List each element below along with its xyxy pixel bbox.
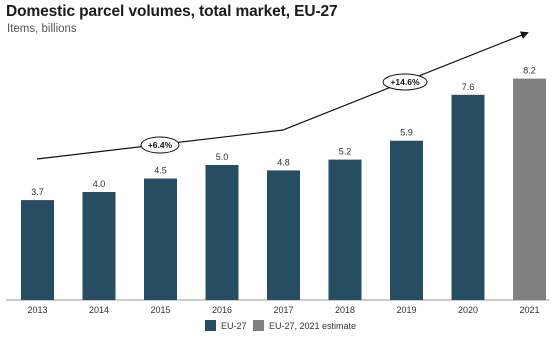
bar-2013 xyxy=(21,200,54,300)
growth-badge-2 xyxy=(382,73,428,91)
chart-title: Domestic parcel volumes, total market, E… xyxy=(6,3,338,20)
x-tick-2016: 2016 xyxy=(212,305,232,315)
growth-badge-1 xyxy=(140,136,180,154)
x-tick-2014: 2014 xyxy=(89,305,109,315)
bar-2017 xyxy=(267,170,300,300)
data-label-2017: 4.8 xyxy=(277,157,290,167)
data-label-2013: 3.7 xyxy=(31,187,44,197)
bar-2016 xyxy=(205,165,239,300)
legend-eu27-estimate-label: EU-27, 2021 estimate xyxy=(269,321,356,331)
growth-label-2: +14.6% xyxy=(390,77,420,87)
bar-2021 xyxy=(513,78,546,300)
data-label-2015: 4.5 xyxy=(154,166,167,176)
growth-label-1: +6.4% xyxy=(148,140,173,150)
legend-eu27-label: EU-27 xyxy=(221,321,247,331)
bar-2019 xyxy=(390,140,423,300)
x-tick-2021: 2021 xyxy=(519,305,539,315)
chart-subtitle: Items, billions xyxy=(7,23,77,35)
bar-2020 xyxy=(451,94,485,300)
data-label-2016: 5.0 xyxy=(216,152,229,162)
legend-eu27-estimate-swatch xyxy=(253,320,264,331)
x-tick-2015: 2015 xyxy=(150,305,170,315)
bar-2014 xyxy=(82,192,116,300)
legend-eu27-swatch xyxy=(205,320,216,331)
growth-trend-arrow xyxy=(36,31,529,160)
data-label-2019: 5.9 xyxy=(400,128,413,138)
x-tick-2013: 2013 xyxy=(27,305,47,315)
data-label-2021: 8.2 xyxy=(523,66,536,76)
data-label-2014: 4.0 xyxy=(93,179,106,189)
x-tick-2018: 2018 xyxy=(335,305,355,315)
x-tick-2020: 2020 xyxy=(458,305,478,315)
bar-2018 xyxy=(328,159,362,300)
x-tick-2019: 2019 xyxy=(396,305,416,315)
data-label-2018: 5.2 xyxy=(339,147,352,157)
bar-2015 xyxy=(144,178,177,300)
x-tick-2017: 2017 xyxy=(273,305,293,315)
data-label-2020: 7.6 xyxy=(462,82,475,92)
legend: EU-27 EU-27, 2021 estimate xyxy=(205,320,356,331)
